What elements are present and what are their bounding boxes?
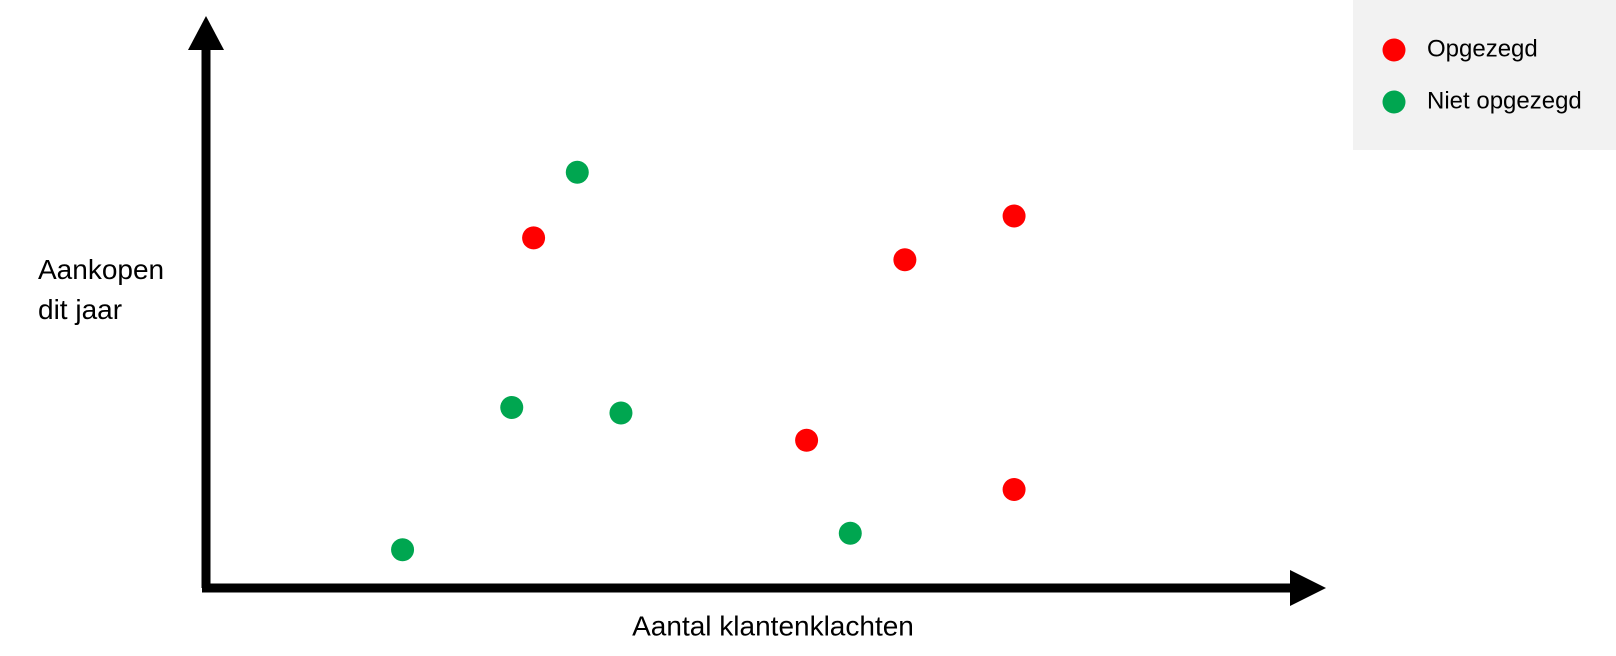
data-point — [522, 226, 546, 250]
data-point — [838, 521, 862, 545]
legend-marker — [1382, 90, 1406, 114]
data-point — [893, 248, 917, 272]
data-point — [500, 395, 524, 419]
data-point — [565, 160, 589, 184]
x-axis-arrow — [1290, 570, 1326, 606]
data-point — [609, 401, 633, 425]
legend-marker — [1382, 38, 1406, 62]
legend-box — [1353, 0, 1616, 150]
data-point — [1002, 204, 1026, 228]
y-axis-arrow — [188, 16, 224, 50]
legend-label: Opgezegd — [1427, 35, 1538, 62]
y-axis-label: Aankopen dit jaar — [38, 254, 165, 325]
x-axis-label: Aantal klantenklachten — [632, 610, 914, 641]
legend-label: Niet opgezegd — [1427, 87, 1582, 114]
data-point — [795, 428, 819, 452]
legend: Opgezegd Niet opgezegd — [1353, 0, 1616, 150]
data-point — [1002, 478, 1026, 502]
data-point — [391, 538, 415, 562]
